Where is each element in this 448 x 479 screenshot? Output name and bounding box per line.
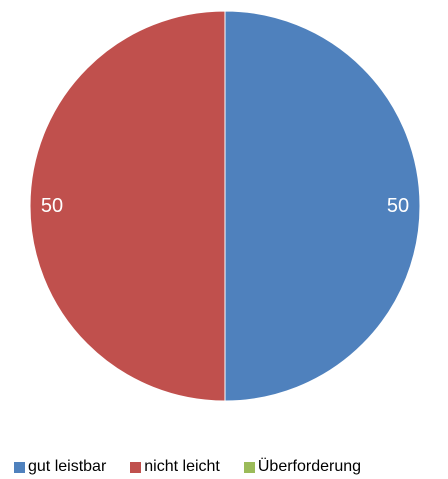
data-label-gut-leistbar: 50 [387,195,409,217]
legend: gut leistbar nicht leicht Überforderung [14,458,361,476]
legend-item-nicht-leicht: nicht leicht [130,458,220,476]
legend-label-gut-leistbar: gut leistbar [28,458,107,475]
pie-slices [29,10,421,402]
legend-swatch-ueberforderung [243,461,255,473]
pie-data-labels: 50 50 [41,195,409,217]
legend-swatch-nicht-leicht [130,461,142,473]
legend-item-ueberforderung: Überforderung [243,458,362,476]
legend-label-nicht-leicht: nicht leicht [144,458,220,475]
pie-slice-gut-leistbar [224,10,421,402]
data-label-nicht-leicht: 50 [41,195,63,217]
pie-slice-nicht-leicht [29,10,226,402]
legend-item-gut-leistbar: gut leistbar [14,458,106,476]
legend-label-ueberforderung: Überforderung [257,458,362,475]
legend-swatch-gut-leistbar [14,461,25,473]
